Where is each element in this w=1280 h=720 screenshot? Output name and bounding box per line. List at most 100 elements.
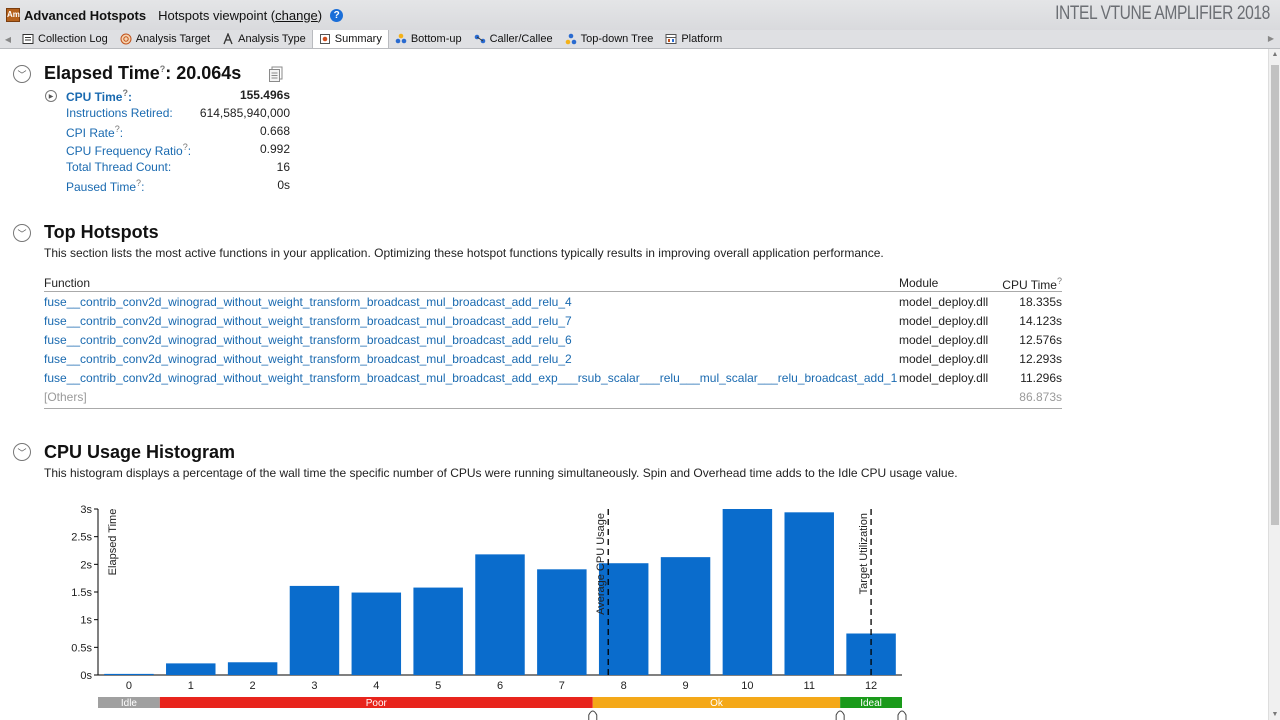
tab-platform[interactable]: Platform xyxy=(659,30,728,48)
table-row[interactable]: fuse__contrib_conv2d_winograd_without_we… xyxy=(44,333,1062,352)
x-tick-label: 7 xyxy=(559,680,565,692)
y-tick-label: 1.5s xyxy=(71,587,92,599)
histogram-bar xyxy=(289,585,340,675)
usage-band-idle xyxy=(98,697,160,708)
target-icon xyxy=(120,33,132,45)
collapse-histogram-icon[interactable]: ﹀ xyxy=(13,443,31,461)
metric-label-text: Paused Time xyxy=(66,180,137,194)
metric-value: 614,585,940,000 xyxy=(199,106,290,120)
tab-summary[interactable]: Summary xyxy=(311,30,389,48)
table-row[interactable]: fuse__contrib_conv2d_winograd_without_we… xyxy=(44,314,1062,333)
y-tick-label: 0s xyxy=(80,670,92,682)
module-cell: model_deploy.dll xyxy=(899,333,989,347)
cpu-time-help-icon[interactable]: ? xyxy=(1056,276,1062,286)
app-icon: Am xyxy=(6,8,20,22)
others-cell[interactable]: [Others] xyxy=(44,390,87,404)
x-tick-label: 3 xyxy=(311,680,317,692)
usage-band-poor xyxy=(159,697,593,708)
expand-cpu-time-icon[interactable]: ▶ xyxy=(45,90,57,102)
function-link[interactable]: fuse__contrib_conv2d_winograd_without_we… xyxy=(44,295,572,309)
tab-bottom-up[interactable]: Bottom-up xyxy=(389,30,468,48)
marker-label: Target Utilization xyxy=(858,513,870,594)
collapse-elapsed-icon[interactable]: ﹀ xyxy=(13,65,31,83)
vertical-scrollbar[interactable]: ▲ ▼ xyxy=(1268,49,1280,720)
metric-cpi-rate: CPI Rate?: 0.668 xyxy=(66,124,290,142)
metric-label[interactable]: CPU Time?: xyxy=(66,88,132,106)
metric-label-suffix: : xyxy=(141,180,145,194)
collapse-hotspots-icon[interactable]: ﹀ xyxy=(13,224,31,242)
copy-icon[interactable] xyxy=(268,66,284,82)
y-tick-label: 0.5s xyxy=(71,642,92,654)
help-icon[interactable]: ? xyxy=(330,8,344,22)
hotspots-table-header: Function Module CPU Time? xyxy=(44,276,1062,292)
tab-analysis-target[interactable]: Analysis Target xyxy=(114,30,216,48)
viewpoint-label: Hotspots viewpoint (change) xyxy=(158,8,322,23)
function-link[interactable]: fuse__contrib_conv2d_winograd_without_we… xyxy=(44,352,572,366)
tab-caller-callee[interactable]: Caller/Callee xyxy=(468,30,559,48)
histogram-heading: CPU Usage Histogram xyxy=(44,442,236,462)
histogram-bar xyxy=(413,587,463,675)
metric-cpu-time: CPU Time?: 155.496s xyxy=(66,88,290,106)
function-link[interactable]: fuse__contrib_conv2d_winograd_without_we… xyxy=(44,371,898,385)
tab-scroll-left-icon[interactable]: ◀ xyxy=(4,34,12,44)
band-handle xyxy=(588,710,598,720)
metric-help-icon[interactable]: ? xyxy=(114,124,120,134)
metric-label-text: CPI Rate xyxy=(66,126,115,140)
tab-label: Analysis Type xyxy=(238,33,306,45)
change-viewpoint-link[interactable]: change xyxy=(275,7,318,23)
brand-logo: INTEL VTUNE AMPLIFIER 2018 xyxy=(1055,3,1270,24)
tab-analysis-type[interactable]: Analysis Type xyxy=(216,30,312,48)
tab-label: Top-down Tree xyxy=(580,33,654,45)
others-cpu-time-cell: 86.873s xyxy=(1019,390,1062,404)
top-hotspots-heading: Top Hotspots xyxy=(44,222,159,242)
col-module[interactable]: Module xyxy=(899,276,939,290)
module-cell: model_deploy.dll xyxy=(899,352,989,366)
elapsed-title: Elapsed Time xyxy=(44,63,160,83)
x-tick-label: 10 xyxy=(741,680,753,692)
usage-band-label: Ok xyxy=(710,698,724,709)
tab-scroll-right-icon[interactable]: ▶ xyxy=(1267,34,1274,43)
metric-help-icon[interactable]: ? xyxy=(122,88,128,98)
histogram-bar xyxy=(104,673,154,675)
metric-label-suffix: : xyxy=(127,90,132,104)
metric-value: 16 xyxy=(276,160,290,174)
table-divider xyxy=(44,408,1062,409)
x-tick-label: 12 xyxy=(865,680,877,692)
y-tick-label: 3s xyxy=(80,504,92,516)
function-link[interactable]: fuse__contrib_conv2d_winograd_without_we… xyxy=(44,333,572,347)
elapsed-help-icon[interactable]: ? xyxy=(159,64,166,74)
scroll-down-icon[interactable]: ▼ xyxy=(1271,711,1279,718)
col-cpu-time-label: CPU Time xyxy=(1002,278,1057,292)
table-row[interactable]: fuse__contrib_conv2d_winograd_without_we… xyxy=(44,371,1062,390)
metric-instructions-retired: Instructions Retired: 614,585,940,000 xyxy=(66,106,290,124)
table-row[interactable]: fuse__contrib_conv2d_winograd_without_we… xyxy=(44,352,1062,371)
tab-collection-log[interactable]: Collection Log xyxy=(16,30,114,48)
bottom-up-icon xyxy=(395,33,407,44)
metric-label: Total Thread Count: xyxy=(66,160,171,178)
metric-help-icon[interactable]: ? xyxy=(182,142,188,152)
histogram-bar xyxy=(722,509,773,675)
metric-label-suffix: : xyxy=(119,126,124,140)
x-tick-label: 4 xyxy=(373,680,379,692)
caller-callee-icon xyxy=(474,34,485,44)
tab-label: Caller/Callee xyxy=(489,33,553,45)
col-cpu-time[interactable]: CPU Time? xyxy=(1002,276,1062,292)
scroll-up-icon[interactable]: ▲ xyxy=(1271,51,1279,58)
function-link[interactable]: fuse__contrib_conv2d_winograd_without_we… xyxy=(44,314,572,328)
table-row[interactable]: fuse__contrib_conv2d_winograd_without_we… xyxy=(44,295,1062,314)
metric-label-text: Instructions Retired: xyxy=(66,106,173,120)
tab-top-down-tree[interactable]: Top-down Tree xyxy=(559,30,660,48)
y-axis-label: Elapsed Time xyxy=(107,509,119,576)
metric-help-icon[interactable]: ? xyxy=(136,178,142,188)
metric-value: 155.496s xyxy=(239,88,290,102)
col-function[interactable]: Function xyxy=(44,276,91,290)
band-handle xyxy=(835,710,845,720)
metric-label: Instructions Retired: xyxy=(66,106,173,124)
platform-icon xyxy=(665,34,677,44)
table-row-others[interactable]: [Others] 86.873s xyxy=(44,390,1062,409)
metric-label: Paused Time?: xyxy=(66,178,144,196)
x-tick-label: 1 xyxy=(188,680,194,692)
x-tick-label: 9 xyxy=(682,680,688,692)
scroll-thumb[interactable] xyxy=(1271,65,1279,525)
